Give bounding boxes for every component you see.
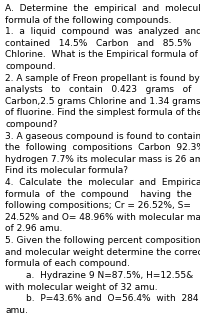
Text: following compositions; Cr = 26.52%, S=: following compositions; Cr = 26.52%, S= (5, 201, 191, 210)
Text: formula  of  the  compound    having  the: formula of the compound having the (5, 190, 192, 199)
Text: Carbon,2.5 grams Chlorine and 1.34 grams: Carbon,2.5 grams Chlorine and 1.34 grams (5, 97, 200, 106)
Text: formula of each compound.: formula of each compound. (5, 259, 130, 268)
Text: amu.: amu. (5, 306, 28, 315)
Text: A.  Determine  the  empirical  and  molecular: A. Determine the empirical and molecular (5, 4, 200, 13)
Text: of fluorine. Find the simplest formula of the: of fluorine. Find the simplest formula o… (5, 108, 200, 117)
Text: 3. A gaseous compound is found to contain: 3. A gaseous compound is found to contai… (5, 131, 200, 141)
Text: the  following  compositions  Carbon  92.3%,: the following compositions Carbon 92.3%, (5, 143, 200, 152)
Text: with molecular weight of 32 amu.: with molecular weight of 32 amu. (5, 283, 158, 292)
Text: hydrogen 7.7% its molecular mass is 26 amu.: hydrogen 7.7% its molecular mass is 26 a… (5, 155, 200, 164)
Text: 1.  a  liquid  compound  was  analyzed  and  it: 1. a liquid compound was analyzed and it (5, 27, 200, 36)
Text: compound.: compound. (5, 62, 56, 71)
Text: Find its molecular formula?: Find its molecular formula? (5, 166, 128, 176)
Text: of 2.96 amu.: of 2.96 amu. (5, 224, 62, 233)
Text: compound?: compound? (5, 120, 58, 129)
Text: Chlorine.  What is the Empirical formula of the: Chlorine. What is the Empirical formula … (5, 50, 200, 60)
Text: contained   14.5%   Carbon   and   85.5%: contained 14.5% Carbon and 85.5% (5, 39, 192, 48)
Text: 5. Given the following percent composition: 5. Given the following percent compositi… (5, 236, 200, 245)
Text: 2. A sample of Freon propellant is found by: 2. A sample of Freon propellant is found… (5, 74, 200, 83)
Text: and molecular weight determine the correct: and molecular weight determine the corre… (5, 248, 200, 257)
Text: analysts   to   contain   0.423   grams   of: analysts to contain 0.423 grams of (5, 85, 191, 94)
Text: 24.52% and O= 48.96% with molecular mass: 24.52% and O= 48.96% with molecular mass (5, 213, 200, 222)
Text: 4.  Calculate  the  molecular  and  Empirical: 4. Calculate the molecular and Empirical (5, 178, 200, 187)
Text: formula of the following compounds.: formula of the following compounds. (5, 15, 172, 25)
Text: a.  Hydrazine 9 N=87.5%, H=12.55&: a. Hydrazine 9 N=87.5%, H=12.55& (26, 271, 193, 280)
Text: b.  P=43.6% and  O=56.4%  with  284: b. P=43.6% and O=56.4% with 284 (26, 294, 198, 303)
